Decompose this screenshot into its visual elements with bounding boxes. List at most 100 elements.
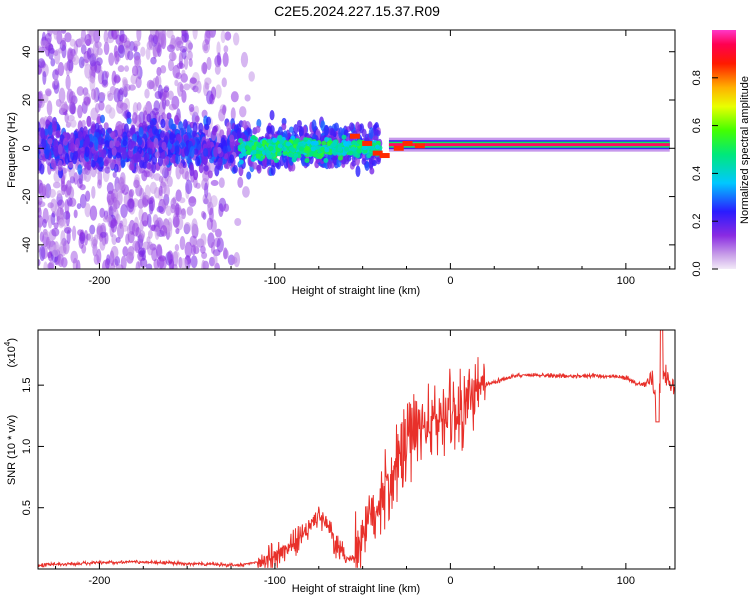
spectrogram-cell xyxy=(64,153,70,165)
spectrogram-cell xyxy=(330,143,336,149)
spectrogram-cell xyxy=(77,229,84,236)
spectrogram-cell xyxy=(39,183,47,196)
spectrogram-cell xyxy=(39,245,46,262)
spectrogram-cell xyxy=(279,138,285,144)
spectrogram-cell xyxy=(341,134,347,140)
spectrogram-cell xyxy=(78,56,85,69)
spectrogram-cell xyxy=(62,137,68,146)
spectrogram-cell xyxy=(88,75,94,82)
spectrogram-cell xyxy=(298,126,304,138)
spectrogram-cell xyxy=(122,131,128,142)
snr-scale-text: (x104) xyxy=(3,338,18,368)
spectrogram-cell xyxy=(84,202,91,218)
spectrogram-cell xyxy=(58,219,64,229)
spectrogram-cell xyxy=(54,74,59,86)
spectrogram-cell xyxy=(256,164,262,174)
spectrogram-cell xyxy=(234,217,242,227)
spectrogram-cell xyxy=(369,167,375,175)
spectrogram-cell xyxy=(144,88,150,99)
spectrogram-cell xyxy=(126,111,132,119)
spectrogram-cell xyxy=(133,179,140,189)
spectrogram-cell xyxy=(109,159,115,170)
spectrogram-cell xyxy=(204,123,210,131)
spectrogram-cell xyxy=(266,154,272,160)
spectrogram-x-tick-label: 100 xyxy=(617,275,635,287)
spectrogram-cell xyxy=(203,147,209,157)
spectrogram-cell xyxy=(91,186,96,199)
spectrogram-cell xyxy=(45,236,51,249)
spectrogram-cell xyxy=(84,146,90,158)
spectrogram-cell xyxy=(174,36,181,51)
spectrogram-cell xyxy=(90,88,97,101)
spectrogram-cell xyxy=(57,62,65,77)
spectrogram-cell xyxy=(56,30,63,45)
spectrogram-cell xyxy=(178,121,184,131)
spectrogram-cell xyxy=(94,60,101,74)
spectrogram-cell xyxy=(198,122,204,134)
spectrogram-cell xyxy=(146,113,152,123)
spectrogram-cell xyxy=(215,84,222,99)
spectrogram-cell xyxy=(181,69,186,77)
spectrogram-cell xyxy=(132,240,140,252)
spectrogram-cell xyxy=(166,44,175,53)
spectrogram-cell xyxy=(57,253,64,268)
spectrogram-cell xyxy=(165,205,172,217)
spectrogram-cell xyxy=(311,119,317,132)
spectrogram-cell xyxy=(203,43,209,52)
spectrogram-cell xyxy=(324,147,330,153)
spectrogram-cell xyxy=(111,70,117,86)
spectrogram-cell xyxy=(221,77,227,88)
spectrogram-cell xyxy=(151,107,160,116)
snr-series-line xyxy=(38,330,675,568)
spectrogram-cell xyxy=(202,153,208,166)
spectrogram-cell xyxy=(185,40,193,53)
spectrogram-cell xyxy=(181,165,189,180)
spectrogram-cell xyxy=(233,252,241,268)
spectrogram-cell xyxy=(223,203,230,212)
spectrogram-cell xyxy=(104,166,111,174)
spectrogram-cell xyxy=(200,245,206,254)
spectrogram-cell xyxy=(174,114,180,125)
spectrogram-cell xyxy=(53,139,59,148)
spectrogram-cell xyxy=(110,130,116,140)
spectrogram-cell xyxy=(185,179,193,195)
spectrogram-cell xyxy=(166,30,174,39)
spectrogram-cell xyxy=(160,65,167,74)
spectrogram-cell xyxy=(40,40,49,48)
spectrogram-cell xyxy=(139,257,148,268)
spectrogram-cell xyxy=(238,153,244,159)
spectrogram-y-axis-label: Frequency (Hz) xyxy=(6,112,18,188)
spectrogram-cell xyxy=(154,151,160,159)
spectrogram-cell xyxy=(161,112,166,121)
spectrogram-cell xyxy=(53,30,58,40)
spectrogram-cell xyxy=(251,134,257,140)
spectrogram-cell xyxy=(59,101,67,113)
spectrogram-cell xyxy=(313,151,319,157)
spectrogram-cell xyxy=(402,140,413,146)
spectrogram-cell xyxy=(187,50,193,61)
spectrogram-cell xyxy=(99,114,105,124)
spectrogram-cell xyxy=(65,210,70,227)
spectrogram-y-tick-label: -20 xyxy=(21,189,33,205)
spectrogram-cell xyxy=(109,140,115,149)
spectrogram-cell xyxy=(38,195,43,206)
spectrogram-cell xyxy=(193,105,200,116)
spectrogram-cell xyxy=(326,141,332,147)
spectrogram-cell xyxy=(127,246,134,261)
spectrogram-cell xyxy=(351,160,357,167)
spectrogram-cell xyxy=(213,252,218,269)
spectrogram-cell xyxy=(368,127,374,140)
spectrogram-cell xyxy=(68,101,76,114)
spectrogram-cell xyxy=(77,164,83,175)
spectrogram-cell xyxy=(244,145,250,151)
spectrogram-cell xyxy=(113,197,118,209)
spectrogram-cell xyxy=(53,145,59,158)
spectrogram-cell xyxy=(191,244,196,256)
spectrogram-cell xyxy=(362,140,373,146)
spectrogram-cell xyxy=(245,149,251,155)
spectrogram-cell xyxy=(174,244,180,252)
spectrogram-cell xyxy=(310,140,316,146)
spectrogram-cell xyxy=(174,79,179,87)
spectrogram-cell xyxy=(50,58,56,67)
spectrogram-cell xyxy=(122,246,129,257)
